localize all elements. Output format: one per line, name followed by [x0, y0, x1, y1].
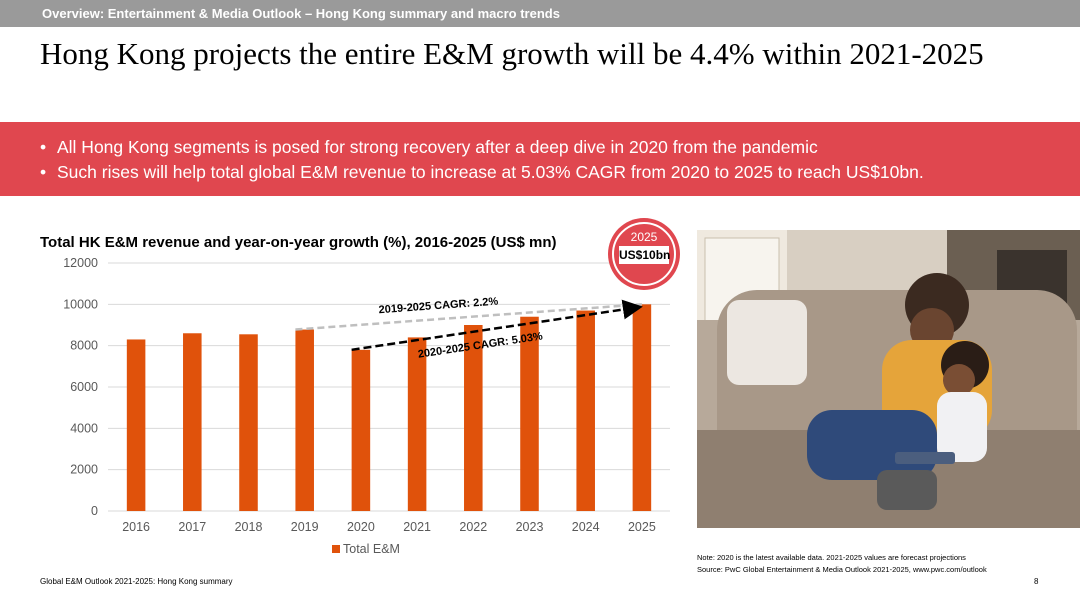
highlight-item: • Such rises will help total global E&M r… [40, 160, 924, 185]
badge-2025: 2025 US$10bn [608, 218, 680, 290]
page-number: 8 [1034, 577, 1039, 586]
x-tick-label: 2019 [291, 520, 319, 534]
y-tick-label: 10000 [63, 297, 98, 311]
bar [407, 337, 427, 511]
highlight-text: Such rises will help total global E&M re… [57, 162, 924, 182]
revenue-bar-chart: 0 2000 4000 6000 8000 10000 12000 2016 2017 2018 2… [63, 256, 670, 556]
family-photo [697, 230, 1080, 528]
bar [183, 333, 202, 511]
section-title: Overview: Entertainment & Media Outlook … [42, 6, 560, 21]
legend-swatch [332, 545, 340, 553]
chart-title: Total HK E&M revenue and year-on-year gr… [40, 234, 557, 251]
bar [295, 329, 314, 511]
y-tick-label: 6000 [70, 380, 98, 394]
highlight-item: • All Hong Kong segments is posed for str… [40, 135, 924, 160]
page-headline: Hong Kong projects the entire E&M growth… [40, 36, 984, 71]
x-tick-label: 2024 [572, 520, 600, 534]
cagr-2019-label: 2019-2025 CAGR: 2.2% [378, 296, 499, 317]
highlight-text: All Hong Kong segments is posed for stro… [57, 137, 818, 157]
top-section-bar: Overview: Entertainment & Media Outlook … [0, 0, 1080, 27]
badge-ring [612, 222, 676, 286]
x-tick-label: 2018 [235, 520, 263, 534]
badge-year: 2025 [630, 230, 658, 244]
bar [576, 310, 595, 511]
x-tick-label: 2020 [347, 520, 375, 534]
highlights-list: • All Hong Kong segments is posed for str… [40, 135, 924, 185]
badge-value: US$10bn [619, 246, 671, 264]
cagr-2019-line [295, 303, 642, 331]
x-tick-label: 2022 [459, 520, 487, 534]
bar [520, 316, 539, 511]
footnote-note: Note: 2020 is the latest available data.… [697, 553, 966, 562]
y-tick-label: 8000 [70, 339, 98, 353]
footnote-source: Source: PwC Global Entertainment & Media… [697, 565, 987, 574]
bar [632, 304, 652, 511]
footer-label: Global E&M Outlook 2021-2025: Hong Kong … [40, 577, 233, 586]
legend-label: Total E&M [343, 542, 400, 556]
bar [464, 325, 483, 511]
highlights-band: • All Hong Kong segments is posed for str… [0, 122, 1080, 196]
cagr-2020-arrow [351, 299, 643, 352]
x-tick-label: 2016 [122, 520, 150, 534]
bar [126, 339, 146, 511]
bullet-icon: • [40, 137, 47, 157]
bar [239, 334, 258, 511]
x-tick-label: 2021 [403, 520, 431, 534]
bar [351, 349, 371, 511]
x-tick-label: 2025 [628, 520, 656, 534]
y-tick-label: 0 [91, 504, 98, 518]
y-tick-label: 4000 [70, 421, 98, 435]
photo-illustration [697, 230, 1080, 528]
y-tick-label: 2000 [70, 463, 98, 477]
bullet-icon: • [40, 162, 47, 182]
x-tick-label: 2017 [178, 520, 206, 534]
y-tick-label: 12000 [63, 256, 98, 270]
x-tick-label: 2023 [516, 520, 544, 534]
